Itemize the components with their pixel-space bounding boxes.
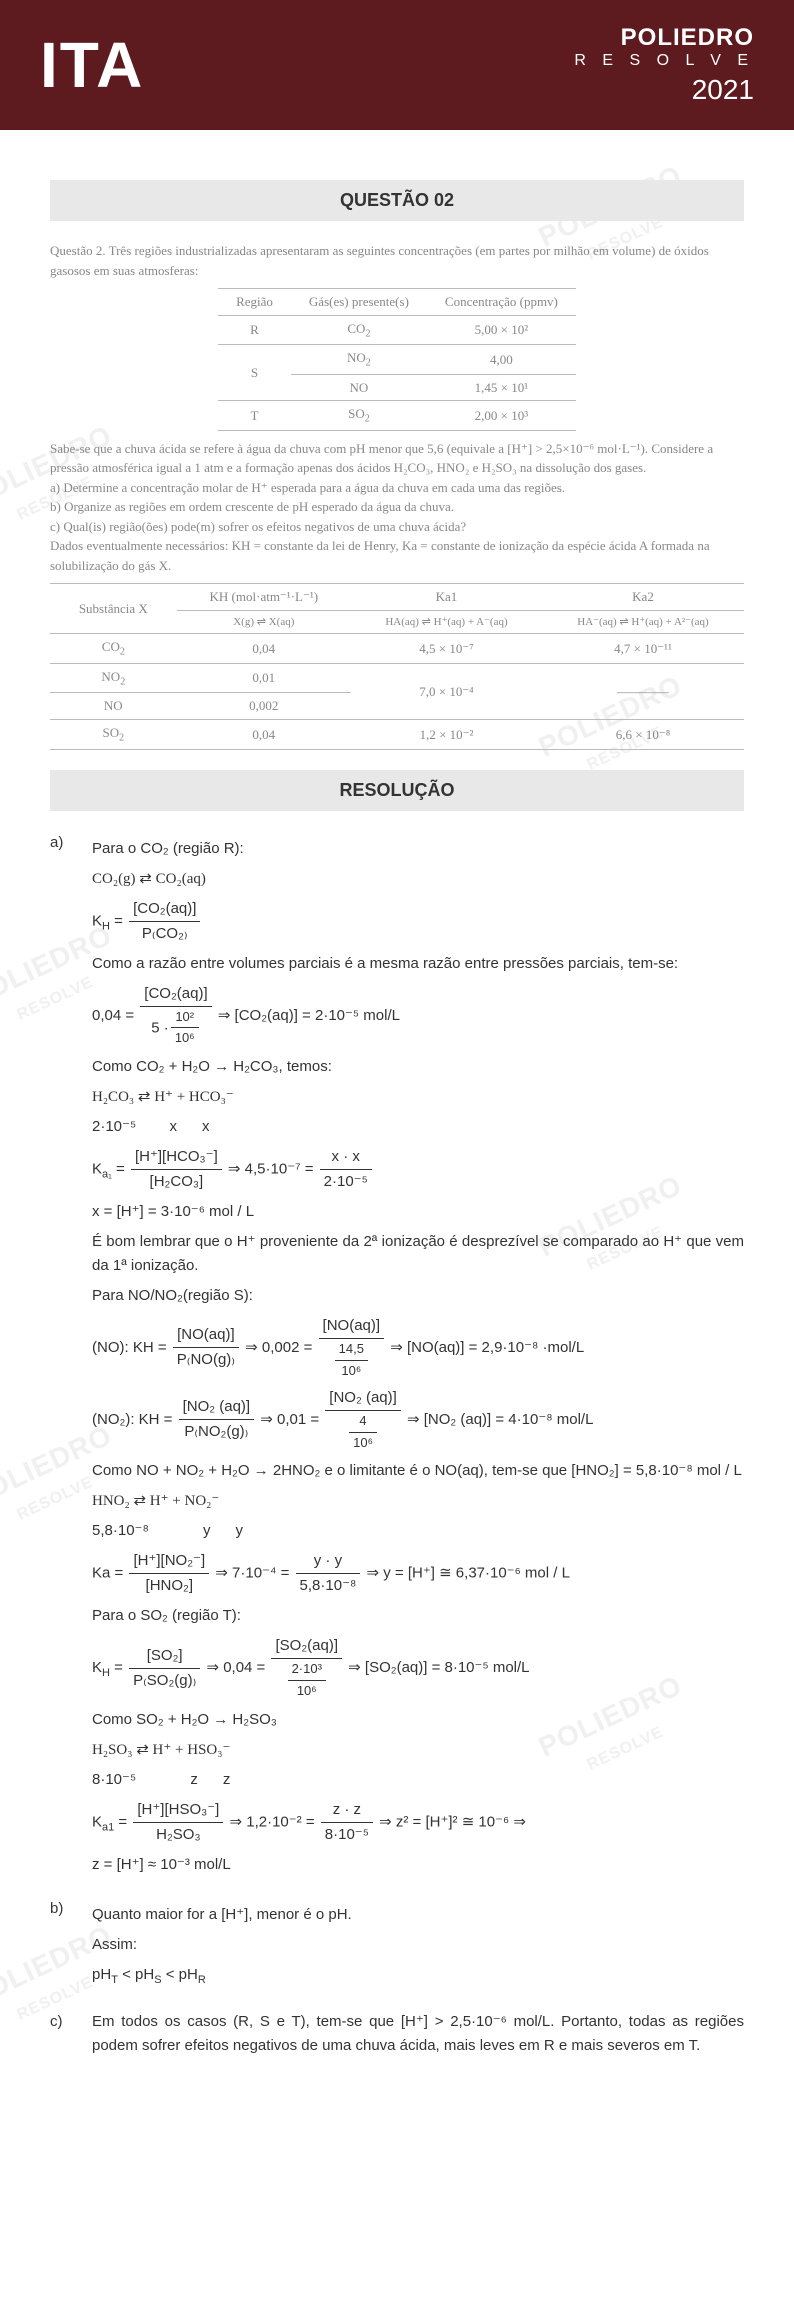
part-b-body: Quanto maior for a [H⁺], menor é o pH. A… <box>92 1897 744 1996</box>
t2-c: SO2 <box>50 719 177 749</box>
eq-no2: (NO₂): KH = [NO₂ (aq)]P₍NO₂(g)₎ ⇒ 0,01 =… <box>92 1386 744 1454</box>
reso-line: CO₂(g) ⇄ CO₂(aq) <box>92 867 744 891</box>
brand-subtitle: R E S O L V E <box>574 52 754 70</box>
t1-c: NO2 <box>291 345 427 375</box>
resolution-block: a) Para o CO₂ (região R): CO₂(g) ⇄ CO₂(a… <box>50 831 744 2058</box>
t1-c: R <box>218 315 291 345</box>
t2-h: X(g) ⇌ X(aq) <box>177 610 351 634</box>
table-concentrations: Região Gás(es) presente(s) Concentração … <box>218 288 576 431</box>
t2-c: 0,002 <box>177 693 351 720</box>
reso-line: HNO₂ ⇄ H⁺ + NO₂⁻ <box>92 1489 744 1513</box>
reso-line: 2·10⁻⁵ x x <box>92 1115 744 1139</box>
t1-c: 5,00 × 10² <box>427 315 576 345</box>
t2-c: 6,6 × 10⁻⁸ <box>542 719 744 749</box>
eq-ka-h2so3: Ka1 = [H⁺][HSO₃⁻]H₂SO₃ ⇒ 1,2·10⁻² = z · … <box>92 1798 744 1847</box>
t1-c: S <box>218 345 291 401</box>
t1-c: NO <box>291 374 427 401</box>
q-item-a: a) Determine a concentração molar de H⁺ … <box>50 478 744 498</box>
t2-h: HA⁻(aq) ⇌ H⁺(aq) + A²⁻(aq) <box>542 610 744 634</box>
t1-c: SO2 <box>291 401 427 431</box>
reso-line: Como SO₂ + H₂O → H₂SO₃ <box>92 1708 744 1732</box>
reso-line: Para NO/NO₂(região S): <box>92 1284 744 1308</box>
eq-kh-so2: KH = [SO₂]P₍SO₂(g)₎ ⇒ 0,04 = [SO₂(aq)]2·… <box>92 1634 744 1702</box>
reso-para: É bom lembrar que o H⁺ proveniente da 2ª… <box>92 1230 744 1278</box>
reso-para: Como NO + NO₂ + H₂O → 2HNO₂ e o limitant… <box>92 1459 744 1483</box>
t2-h: Ka2 <box>542 584 744 611</box>
t2-c: CO2 <box>50 634 177 664</box>
brand-block: POLIEDRO R E S O L V E 2021 <box>574 24 754 106</box>
part-a-label: a) <box>50 831 72 1883</box>
q-item-c: c) Qual(is) região(ões) pode(m) sofrer o… <box>50 517 744 537</box>
eq-no: (NO): KH = [NO(aq)]P₍NO(g)₎ ⇒ 0,002 = [N… <box>92 1314 744 1382</box>
t2-c: 0,04 <box>177 719 351 749</box>
t1-c: 2,00 × 10³ <box>427 401 576 431</box>
t2-c: 4,7 × 10⁻¹¹ <box>542 634 744 664</box>
t2-c: 1,2 × 10⁻² <box>351 719 542 749</box>
reso-line: 5,8·10⁻⁸ y y <box>92 1519 744 1543</box>
reso-para: Como a razão entre volumes parciais é a … <box>92 952 744 976</box>
t1-c: T <box>218 401 291 431</box>
reso-line: Para o SO₂ (região T): <box>92 1604 744 1628</box>
t1-c: 4,00 <box>427 345 576 375</box>
question-intro: Questão 2. Três regiões industrializadas… <box>50 241 744 280</box>
t2-h: HA(aq) ⇌ H⁺(aq) + A⁻(aq) <box>351 610 542 634</box>
reso-result: z = [H⁺] ≈ 10⁻³ mol/L <box>92 1853 744 1877</box>
question-block: Questão 2. Três regiões industrializadas… <box>50 241 744 750</box>
t2-c: NO2 <box>50 663 177 693</box>
t1-c: CO2 <box>291 315 427 345</box>
t2-c: 0,04 <box>177 634 351 664</box>
eq-ka1-co2: Ka₁ = [H⁺][HCO₃⁻][H₂CO₃] ⇒ 4,5·10⁻⁷ = x … <box>92 1145 744 1194</box>
brand-name: POLIEDRO <box>574 24 754 52</box>
reso-line: Assim: <box>92 1933 744 1957</box>
t2-c: 4,5 × 10⁻⁷ <box>351 634 542 664</box>
part-c-label: c) <box>50 2010 72 2058</box>
reso-line: Para o CO₂ (região R): <box>92 837 744 861</box>
t2-c: ———— <box>542 663 744 719</box>
part-c-body: Em todos os casos (R, S e T), tem-se que… <box>92 2010 744 2058</box>
t2-h: Substância X <box>50 584 177 634</box>
reso-line: Como CO₂ + H₂O → H₂CO₃, temos: <box>92 1055 744 1079</box>
q-para: Sabe-se que a chuva ácida se refere à ág… <box>50 439 744 478</box>
eq-kh-co2: KH = [CO₂(aq)]P₍CO₂₎ <box>92 897 744 946</box>
resolution-title: RESOLUÇÃO <box>50 770 744 811</box>
t1-h2: Concentração (ppmv) <box>427 289 576 316</box>
reso-line: 8·10⁻⁵ z z <box>92 1768 744 1792</box>
reso-result: pHT < pHS < pHR <box>92 1963 744 1990</box>
t2-c: 0,01 <box>177 663 351 693</box>
part-b-label: b) <box>50 1897 72 1996</box>
eq-ka-hno2: Ka = [H⁺][NO₂⁻][HNO₂] ⇒ 7·10⁻⁴ = y · y5,… <box>92 1549 744 1598</box>
q-item-b: b) Organize as regiões em ordem crescent… <box>50 497 744 517</box>
t2-c: 7,0 × 10⁻⁴ <box>351 663 542 719</box>
page-header: ITA POLIEDRO R E S O L V E 2021 <box>0 0 794 130</box>
t2-c: NO <box>50 693 177 720</box>
eq-co2-conc: 0,04 = [CO₂(aq)]5 ·10²10⁶ ⇒ [CO₂(aq)] = … <box>92 982 744 1050</box>
question-title: QUESTÃO 02 <box>50 180 744 221</box>
exam-name: ITA <box>40 28 144 102</box>
q-data-note: Dados eventualmente necessários: KH = co… <box>50 536 744 575</box>
reso-line: Quanto maior for a [H⁺], menor é o pH. <box>92 1903 744 1927</box>
t1-h1: Gás(es) presente(s) <box>291 289 427 316</box>
t1-c: 1,45 × 10¹ <box>427 374 576 401</box>
reso-result: x = [H⁺] = 3·10⁻⁶ mol / L <box>92 1200 744 1224</box>
t1-h0: Região <box>218 289 291 316</box>
reso-line: H₂CO₃ ⇄ H⁺ + HCO₃⁻ <box>92 1085 744 1109</box>
table-constants: Substância X KH (mol·atm⁻¹·L⁻¹) Ka1 Ka2 … <box>50 583 744 749</box>
part-a-body: Para o CO₂ (região R): CO₂(g) ⇄ CO₂(aq) … <box>92 831 744 1883</box>
exam-year: 2021 <box>574 74 754 106</box>
t2-h: KH (mol·atm⁻¹·L⁻¹) <box>177 584 351 611</box>
reso-line: H₂SO₃ ⇄ H⁺ + HSO₃⁻ <box>92 1738 744 1762</box>
t2-h: Ka1 <box>351 584 542 611</box>
